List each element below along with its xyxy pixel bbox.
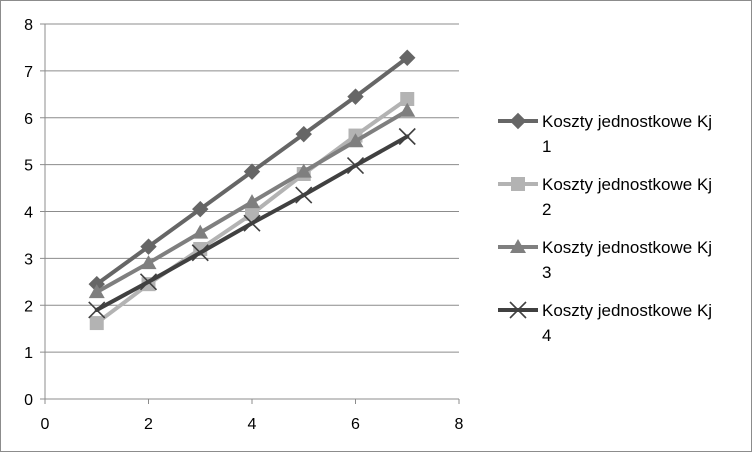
series-1-point-5 [295, 125, 312, 143]
series-3-point-5 [295, 163, 312, 178]
x-tick-label-4: 4 [248, 416, 257, 433]
axis-layer: 0 1 2 3 4 5 6 7 8 0 2 4 6 8 [24, 17, 463, 433]
series-2-point-7 [400, 92, 415, 106]
legend-item-3: Koszty jednostkowe Kj 3 [498, 238, 712, 282]
legend-label-1-line-1: Koszty jednostkowe Kj [542, 112, 712, 131]
legend-label-2-line-2: 2 [542, 200, 551, 219]
x-tick-label-6: 6 [351, 416, 360, 433]
legend-item-1: Koszty jednostkowe Kj 1 [498, 112, 712, 156]
series-1-point-3 [192, 200, 209, 218]
y-tick-label-2: 2 [24, 298, 33, 315]
series-3-point-6 [347, 133, 364, 148]
series-4-point-6 [346, 156, 365, 175]
y-tick-label-7: 7 [24, 64, 33, 81]
series-4-point-1-stroke-b [88, 301, 106, 319]
y-tick-label-1: 1 [24, 345, 33, 362]
series-4-point-1 [88, 301, 106, 319]
series-4-point-4-stroke-b [243, 214, 261, 232]
series-4-point-4 [243, 214, 261, 232]
series-3-point-1 [88, 284, 105, 299]
y-tick-label-0: 0 [24, 392, 33, 409]
y-tick-label-6: 6 [24, 111, 33, 128]
legend-label-3-line-2: 3 [542, 263, 551, 282]
x-tick-label-2: 2 [144, 416, 153, 433]
series-3-point-7 [399, 102, 416, 117]
series-1-point-2 [140, 238, 157, 255]
y-tick-label-5: 5 [24, 158, 33, 175]
series-4-point-5 [295, 186, 313, 204]
legend-swatch-marker-4 [509, 301, 527, 319]
x-tick-label-8: 8 [455, 416, 464, 433]
legend-label-3-line-1: Koszty jednostkowe Kj [542, 238, 712, 257]
series-4-point-3-stroke-b [191, 244, 209, 262]
legend-item-4: Koszty jednostkowe Kj 4 [498, 301, 712, 345]
series-layer [88, 49, 416, 331]
series-4 [88, 127, 416, 319]
y-tick-label-8: 8 [24, 17, 33, 34]
series-3-point-2 [140, 255, 157, 270]
series-2-point-4 [245, 206, 259, 221]
legend-label-2-line-1: Koszty jednostkowe Kj [542, 175, 712, 194]
y-tick-label-3: 3 [24, 251, 33, 268]
series-1 [88, 49, 416, 293]
series-1-point-7 [399, 49, 416, 66]
legend-swatch-marker-3 [510, 239, 526, 253]
series-1-point-6 [347, 88, 364, 105]
legend-item-2: Koszty jednostkowe Kj 2 [498, 175, 712, 219]
series-3 [88, 102, 416, 299]
legend-swatch-marker-2 [511, 177, 525, 191]
series-4-point-2 [139, 273, 158, 291]
legend-label-4-line-2: 4 [542, 326, 551, 345]
series-4-point-5-stroke-b [295, 186, 313, 204]
legend-swatch-marker-1 [509, 112, 527, 130]
series-4-point-7-stroke-b [398, 127, 416, 146]
series-2-point-1 [89, 316, 104, 331]
x-tick-label-0: 0 [41, 416, 50, 433]
series-4-point-2-stroke-b [139, 273, 158, 291]
legend-label-1-line-2: 1 [542, 137, 551, 156]
series-4-point-6-stroke-b [346, 156, 365, 175]
series-1-point-4 [243, 163, 261, 180]
legend-label-4-line-1: Koszty jednostkowe Kj [542, 301, 712, 320]
series-4-point-7 [398, 127, 416, 146]
y-tick-label-4: 4 [24, 205, 33, 222]
series-3-point-3 [192, 224, 209, 239]
legend-swatch-marker-4-stroke-b [509, 301, 527, 319]
series-3-point-4 [244, 194, 260, 209]
series-4-point-3 [191, 244, 209, 262]
